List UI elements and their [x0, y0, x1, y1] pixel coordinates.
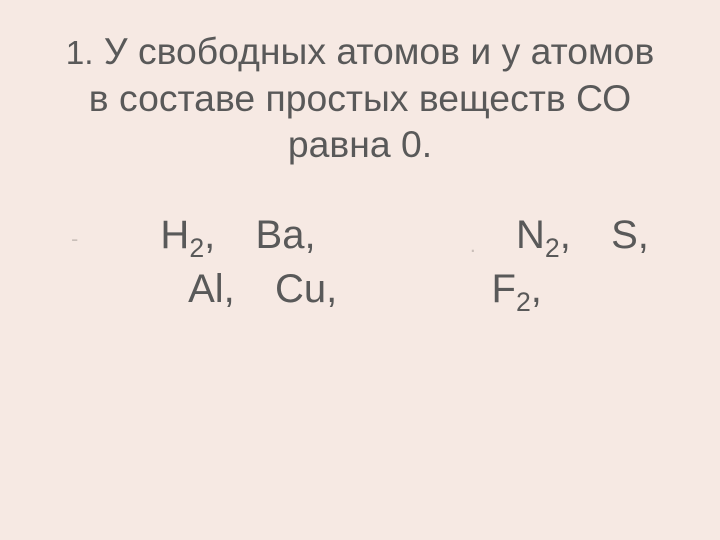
formula-f2-base: F — [492, 267, 516, 311]
faint-dash-mark: - — [71, 225, 78, 254]
formula-row-2: Al, Cu, F2, — [36, 262, 684, 316]
formula-cu-base: Cu — [275, 267, 326, 311]
formula-n2-sub: 2 — [545, 233, 560, 263]
formula-al: Al, — [188, 267, 246, 311]
formula-block: - H2, Ba, . N2, S, Al, — [36, 208, 684, 316]
slide: 1. У свободных атомов и у атомов в соста… — [0, 0, 720, 540]
heading-lead-number: 1. — [66, 35, 94, 72]
formula-comma: , — [560, 213, 571, 257]
formula-ba: Ba, — [256, 213, 327, 257]
formula-comma: , — [326, 267, 337, 311]
formula-s: S, — [611, 213, 649, 257]
heading-line-3: равна 0. — [288, 123, 432, 165]
formula-cu: Cu, — [275, 267, 348, 311]
formula-h2-sub: 2 — [189, 233, 204, 263]
formula-comma: , — [204, 213, 215, 257]
formula-h2-base: H — [160, 213, 189, 257]
faint-dot-mark: . — [470, 231, 476, 260]
formula-n2-base: N — [516, 213, 545, 257]
heading-line-2: в составе простых веществ СО — [89, 77, 631, 119]
formula-h2: H2, — [160, 213, 226, 257]
formula-f2-sub: 2 — [516, 287, 531, 317]
formula-f2: F2, — [492, 267, 542, 311]
formula-row-1: - H2, Ba, . N2, S, — [36, 208, 684, 262]
formula-s-base: S — [611, 213, 638, 257]
formula-n2: N2, — [516, 213, 582, 257]
slide-heading: 1. У свободных атомов и у атомов в соста… — [36, 28, 684, 168]
formula-comma: , — [224, 267, 235, 311]
formula-al-base: Al — [188, 267, 224, 311]
formula-comma: , — [638, 213, 649, 257]
formula-comma: , — [304, 213, 315, 257]
formula-ba-base: Ba — [256, 213, 305, 257]
formula-comma: , — [531, 267, 542, 311]
heading-line-1: У свободных атомов и у атомов — [94, 30, 655, 72]
